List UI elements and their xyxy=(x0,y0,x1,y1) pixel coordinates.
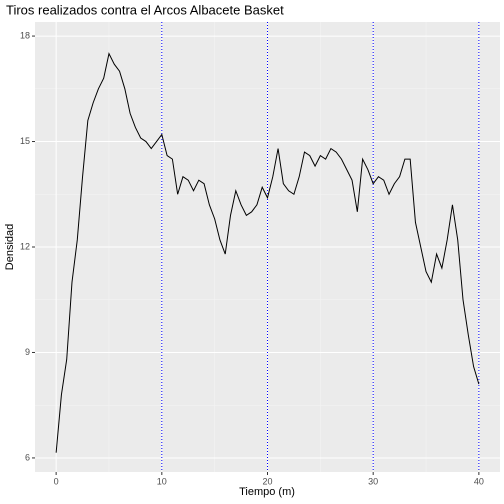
x-tick-label: 30 xyxy=(368,476,378,486)
x-tick-label: 20 xyxy=(262,476,272,486)
chart-title: Tiros realizados contra el Arcos Albacet… xyxy=(6,2,284,17)
x-tick-label: 40 xyxy=(474,476,484,486)
line xyxy=(55,52,480,453)
x-axis-title: Tiempo (m) xyxy=(239,486,295,498)
y-axis-title: Densidad xyxy=(4,224,16,270)
y-tick-label: 12 xyxy=(20,241,30,251)
y-tick-label: 9 xyxy=(25,347,30,357)
y-tick-label: 15 xyxy=(20,136,30,146)
x-tick-label: 10 xyxy=(157,476,167,486)
y-tick-label: 6 xyxy=(25,452,30,462)
x-tick-label: 0 xyxy=(54,476,59,486)
y-tick-label: 18 xyxy=(20,30,30,40)
